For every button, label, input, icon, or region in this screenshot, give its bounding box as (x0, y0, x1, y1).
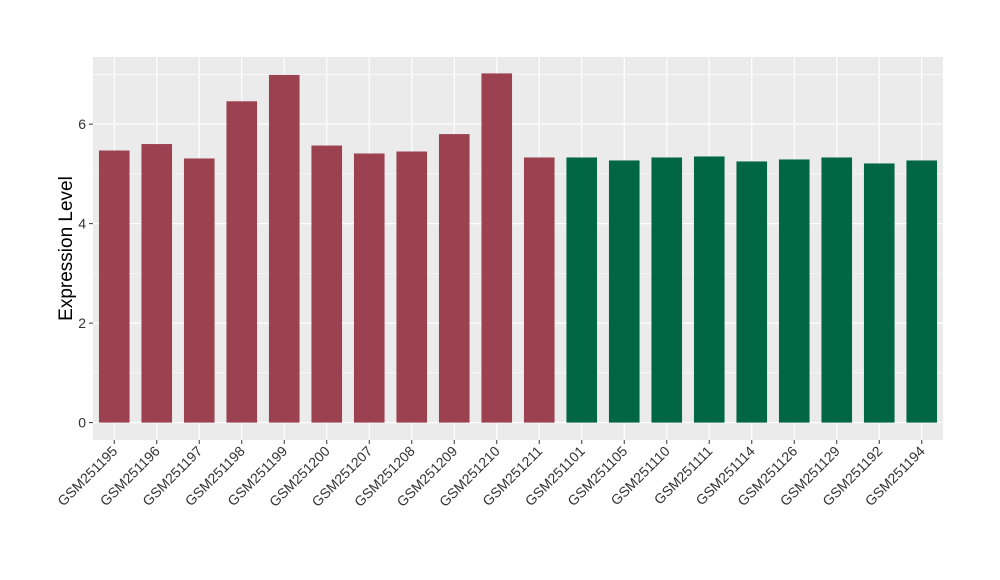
bar-GSM251195 (98, 150, 130, 423)
y-axis: 0 2 4 6 (78, 116, 93, 431)
bar-GSM251110 (651, 157, 683, 423)
bar-GSM251207 (353, 153, 385, 423)
bar-GSM251194 (906, 160, 938, 423)
bar-GSM251197 (183, 158, 215, 423)
bar-GSM251101 (566, 157, 598, 423)
bar-GSM251129 (821, 157, 853, 423)
y-tick-label: 0 (78, 415, 86, 431)
y-tick-label: 4 (78, 216, 86, 232)
bar-GSM251192 (863, 163, 895, 423)
bar-GSM251114 (736, 161, 768, 423)
bar-GSM251126 (778, 159, 810, 423)
bar-GSM251200 (311, 145, 343, 423)
bar-GSM251198 (226, 101, 258, 423)
bar-GSM251210 (481, 73, 513, 423)
bar-GSM251208 (396, 151, 428, 423)
bar-GSM251211 (523, 157, 555, 423)
bar-GSM251199 (268, 74, 300, 423)
y-tick-label: 6 (78, 116, 86, 132)
bar-GSM251209 (438, 134, 470, 423)
x-axis: GSM251195GSM251196GSM251197GSM251198GSM2… (54, 440, 928, 510)
bar-GSM251105 (608, 160, 640, 423)
y-axis-title: Expression Level (56, 176, 77, 321)
plot-panel (93, 57, 943, 440)
bar-GSM251196 (141, 144, 173, 423)
bars (98, 73, 938, 423)
bar-GSM251111 (693, 156, 725, 423)
y-tick-label: 2 (78, 315, 86, 331)
